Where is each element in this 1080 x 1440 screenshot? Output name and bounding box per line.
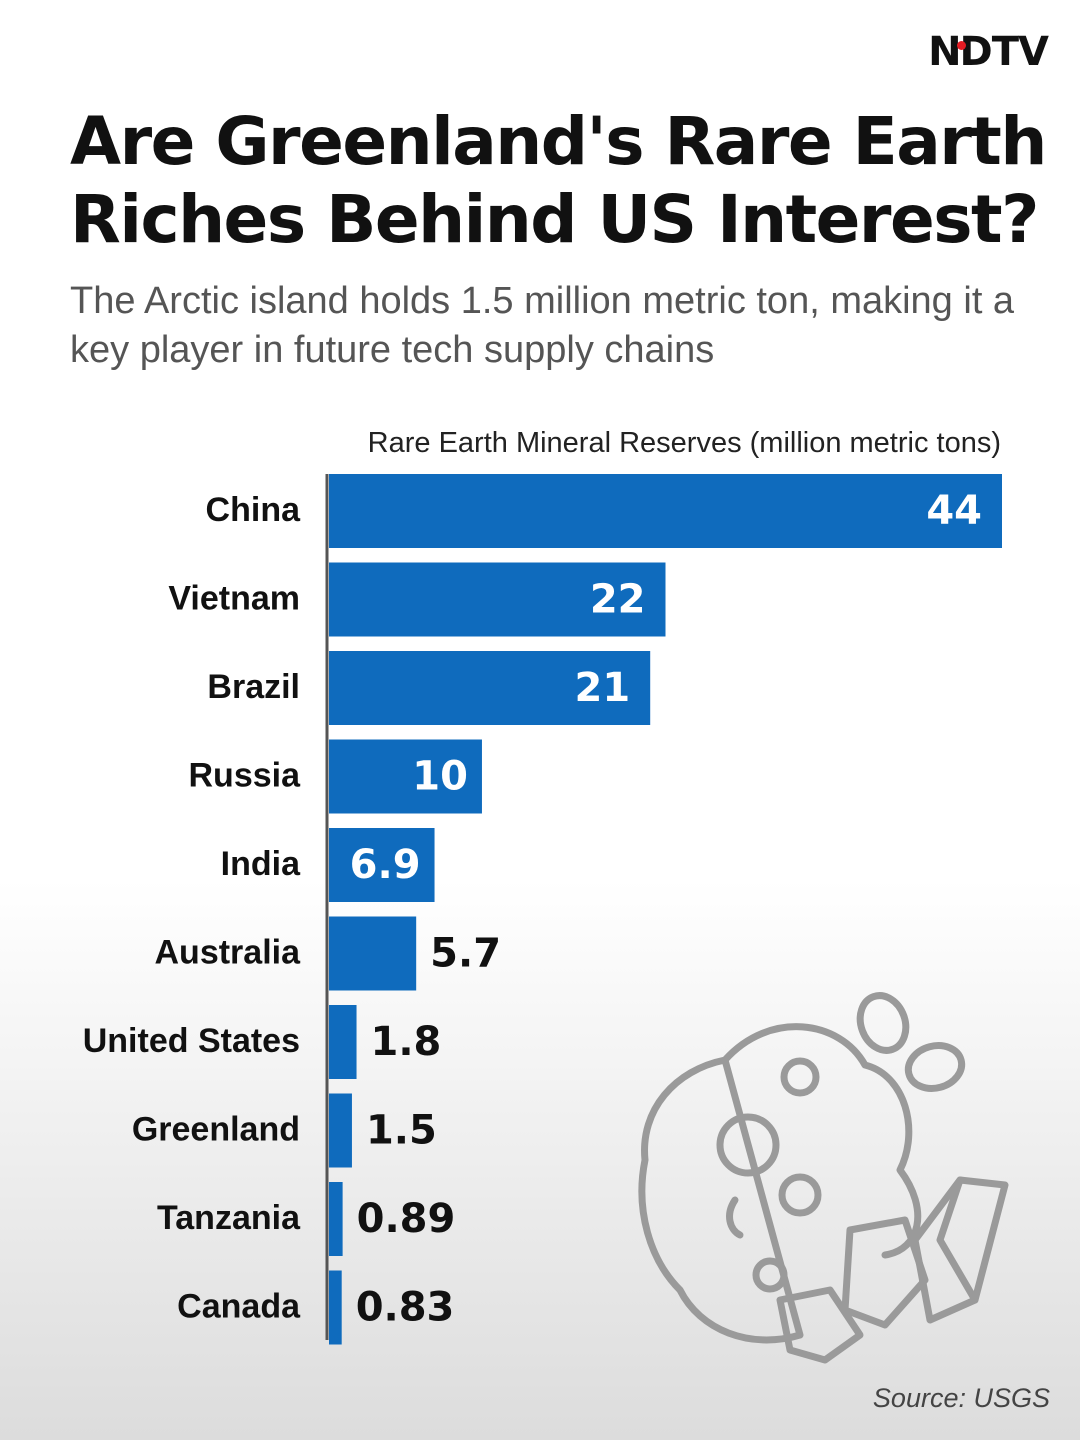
chart-title: Rare Earth Mineral Reserves (million met… [368, 427, 1001, 459]
page-subtitle: The Arctic island holds 1.5 million metr… [70, 280, 1015, 371]
category-label-united-states: United States [83, 1022, 300, 1060]
bars-group: China 44 Vietnam 22 Brazil 21 Russia 10 India 6.9… [83, 474, 1002, 1345]
value-label-brazil: 21 [575, 665, 631, 711]
background-fade [0, 880, 1080, 1440]
value-label-vietnam: 22 [590, 577, 646, 623]
category-label-canada: Canada [177, 1287, 301, 1325]
category-label-vietnam: Vietnam [168, 579, 300, 617]
source-note: Source: USGS [872, 1383, 1050, 1413]
logo-red-dot [956, 41, 966, 50]
bar-brazil [329, 651, 651, 725]
bar-china [329, 474, 1002, 548]
bar-australia [329, 916, 417, 991]
page-title: Are Greenland's Rare Earth Riches Behind… [70, 103, 1047, 258]
ndtv-logo: NDTV [928, 29, 1049, 75]
bar-tanzania [329, 1182, 343, 1256]
value-label-greenland: 1.5 [366, 1108, 437, 1154]
value-label-russia: 10 [412, 754, 468, 800]
category-label-greenland: Greenland [132, 1110, 300, 1148]
bar-greenland [329, 1093, 352, 1168]
category-label-india: India [221, 845, 301, 883]
category-label-brazil: Brazil [207, 668, 300, 706]
bar-russia [329, 739, 482, 814]
bar-united-states [329, 1005, 357, 1079]
category-label-russia: Russia [189, 756, 302, 794]
category-label-tanzania: Tanzania [157, 1199, 301, 1237]
value-label-united-states: 1.8 [371, 1019, 442, 1065]
value-label-australia: 5.7 [430, 931, 501, 977]
category-label-australia: Australia [155, 933, 302, 971]
value-label-india: 6.9 [350, 842, 421, 888]
bar-india [329, 828, 435, 902]
bar-canada [329, 1270, 342, 1345]
value-label-tanzania: 0.89 [357, 1196, 456, 1242]
value-label-china: 44 [926, 488, 982, 534]
value-label-canada: 0.83 [356, 1285, 455, 1331]
bar-vietnam [329, 562, 666, 637]
category-label-china: China [206, 491, 302, 529]
rare-earth-minerals-icon [638, 992, 1009, 1364]
